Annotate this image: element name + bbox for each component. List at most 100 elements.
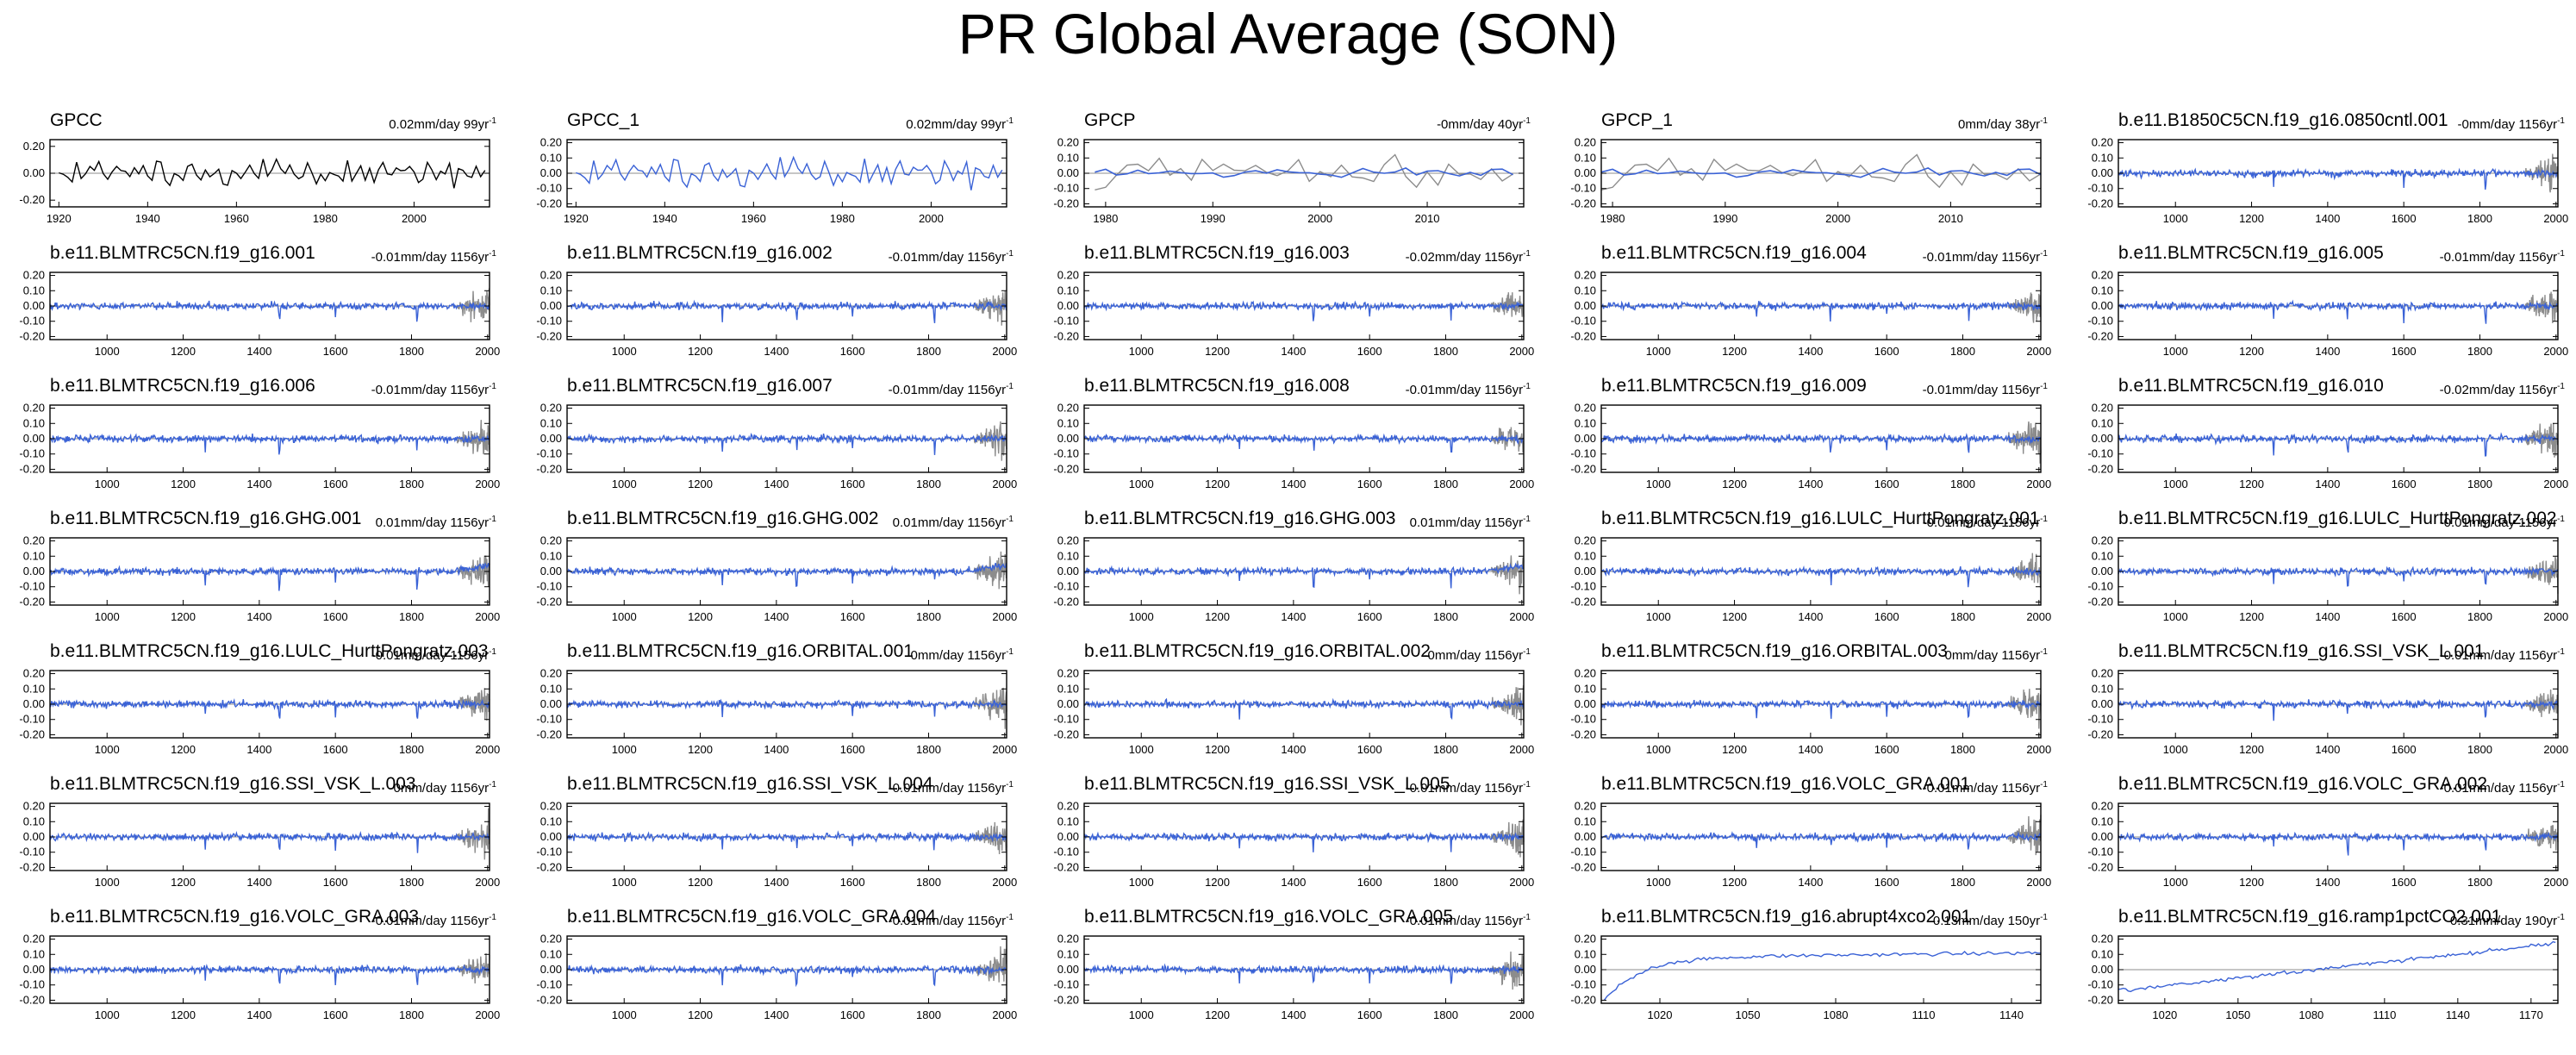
panel-title: b.e11.BLMTRC5CN.f19_g16.VOLC_GRA.004 [567, 907, 936, 927]
x-tick-label: 1800 [399, 743, 424, 756]
x-tick-label: 1000 [612, 478, 637, 490]
y-tick-label: 0.00 [540, 299, 562, 312]
trend-value: -0.02mm/day 1156yr [1405, 250, 1524, 265]
trend-value: -0.01mm/day 1156yr [371, 914, 490, 928]
trend-value: -0.01mm/day 1156yr [2439, 515, 2558, 530]
trend-label: -0.01mm/day 1156yr-1 [371, 379, 496, 398]
chart-panel: -0.20 -0.10 0.00 0.10 0.20 1920 1940 1960 1980 20… [517, 110, 1032, 259]
x-tick-label: 1400 [1798, 876, 1823, 889]
y-tick-label: -0.10 [1053, 580, 1079, 593]
chart-panel: -0.20 0.00 0.20 1920 1940 1960 1980 2000 GPCC 0.0… [0, 110, 515, 259]
panel-title: b.e11.BLMTRC5CN.f19_g16.002 [567, 243, 833, 263]
x-tick-label: 1000 [95, 1008, 120, 1021]
chart-panel: -0.20 -0.10 0.00 0.10 0.20 1000 1200 1400 1600 18… [2068, 774, 2576, 922]
trend-label: -0.01mm/day 1156yr-1 [2440, 512, 2565, 531]
reference-series-line [973, 290, 1007, 326]
y-tick-label: 0.10 [23, 947, 45, 960]
panel-title: b.e11.BLMTRC5CN.f19_g16.LULC_HurttPongra… [50, 641, 489, 661]
trend-value: 0.01mm/day 1156yr [1409, 515, 1524, 530]
chart-svg: -0.20 -0.10 0.00 0.10 0.20 1980 1990 2000 2010 [1570, 136, 2042, 225]
y-tick-label: 0.10 [2092, 815, 2113, 827]
x-tick-label: 1200 [1205, 743, 1230, 756]
trend-exponent: -1 [2040, 647, 2048, 657]
x-tick-label: 1200 [2239, 212, 2264, 225]
y-tick-label: 0.00 [2092, 432, 2113, 445]
x-tick-label: 1800 [916, 478, 941, 490]
y-tick-label: -0.20 [19, 993, 45, 1006]
y-tick-label: 0.20 [23, 402, 45, 415]
trend-exponent: -1 [1006, 780, 1014, 790]
x-tick-label: 1600 [2392, 478, 2417, 490]
x-tick-label: 1020 [2152, 1008, 2177, 1021]
x-tick-label: 1800 [399, 345, 424, 358]
trend-value: -0.01mm/day 1156yr [1922, 515, 2041, 530]
x-tick-label: 1200 [688, 876, 713, 889]
series-line [2118, 698, 2559, 721]
chart-panel: -0.20 -0.10 0.00 0.10 0.20 1980 1990 2000 2010 GP… [1034, 110, 1550, 259]
y-tick-label: -0.20 [1053, 993, 1079, 1006]
y-tick-label: 0.10 [23, 815, 45, 827]
trend-value: 0.02mm/day 99yr [906, 117, 1007, 132]
y-tick-label: -0.20 [1570, 860, 1596, 873]
x-tick-label: 1110 [1912, 1008, 1936, 1021]
x-tick-label: 2010 [1938, 212, 1963, 225]
chart-svg: -0.20 0.00 0.20 1920 1940 1960 1980 2000 [19, 139, 490, 225]
x-tick-label: 1200 [688, 1008, 713, 1021]
trend-exponent: -1 [1006, 116, 1014, 126]
trend-value: 0.01mm/day 1156yr [892, 515, 1007, 530]
x-tick-label: 2000 [992, 743, 1017, 756]
panel-title: b.e11.BLMTRC5CN.f19_g16.LULC_HurttPongra… [2118, 509, 2557, 528]
x-tick-label: 1800 [1950, 876, 1975, 889]
y-tick-label: 0.10 [540, 416, 562, 429]
series-line [1083, 831, 1525, 852]
panel-title: GPCC [50, 110, 103, 130]
y-tick-label: 0.20 [1057, 269, 1079, 282]
panel-title: b.e11.BLMTRC5CN.f19_g16.LULC_HurttPongra… [1601, 509, 2040, 528]
chart-panel: -0.20 -0.10 0.00 0.10 0.20 1020 1050 1080 1110 11… [2068, 907, 2576, 1055]
y-tick-label: 0.00 [1575, 697, 1596, 710]
x-tick-label: 1800 [1950, 743, 1975, 756]
series-line [1083, 432, 1525, 453]
panel-title: b.e11.BLMTRC5CN.f19_g16.003 [1084, 243, 1350, 263]
series-line [1600, 433, 2042, 453]
x-tick-label: 1940 [135, 212, 160, 225]
trend-exponent: -1 [1523, 382, 1531, 391]
x-tick-label: 1400 [246, 478, 271, 490]
y-tick-label: 0.00 [1057, 565, 1079, 577]
panel-title: b.e11.BLMTRC5CN.f19_g16.ORBITAL.002 [1084, 641, 1431, 661]
y-tick-label: -0.10 [2087, 447, 2113, 460]
y-tick-label: -0.20 [1053, 197, 1079, 209]
y-tick-label: 0.00 [1575, 963, 1596, 976]
x-tick-label: 2000 [2026, 345, 2051, 358]
y-tick-label: 0.10 [23, 416, 45, 429]
trend-exponent: -1 [489, 116, 496, 126]
trend-label: 0.02mm/day 99yr-1 [389, 114, 496, 133]
x-tick-label: 1600 [1874, 478, 1899, 490]
y-tick-label: 0.20 [23, 667, 45, 680]
y-tick-label: -0.10 [1053, 713, 1079, 726]
y-tick-label: -0.10 [536, 978, 562, 991]
y-tick-label: -0.20 [19, 462, 45, 475]
x-tick-label: 1800 [916, 1008, 941, 1021]
x-tick-label: 1600 [323, 478, 348, 490]
y-tick-label: 0.20 [540, 269, 562, 282]
y-tick-label: -0.20 [536, 860, 562, 873]
y-tick-label: -0.20 [536, 462, 562, 475]
chart-panel: -0.20 -0.10 0.00 0.10 0.20 1000 1200 1400 1600 18… [1034, 641, 1550, 790]
y-tick-label: -0.20 [536, 329, 562, 342]
x-tick-label: 1200 [171, 1008, 196, 1021]
trend-label: 0.01mm/day 1156yr-1 [1410, 512, 1531, 531]
trend-label: -0.02mm/day 1156yr-1 [2440, 379, 2565, 398]
x-tick-label: 1800 [399, 610, 424, 623]
x-tick-label: 1000 [2163, 610, 2188, 623]
y-tick-label: -0.20 [19, 595, 45, 608]
x-tick-label: 2000 [2026, 876, 2051, 889]
trend-label: -0.01mm/day 1156yr-1 [1923, 512, 2048, 531]
x-tick-label: 1200 [1722, 478, 1747, 490]
y-tick-label: 0.00 [23, 830, 45, 843]
x-tick-label: 1200 [688, 743, 713, 756]
trend-exponent: -1 [2557, 780, 2565, 790]
x-tick-label: 1000 [1646, 743, 1671, 756]
